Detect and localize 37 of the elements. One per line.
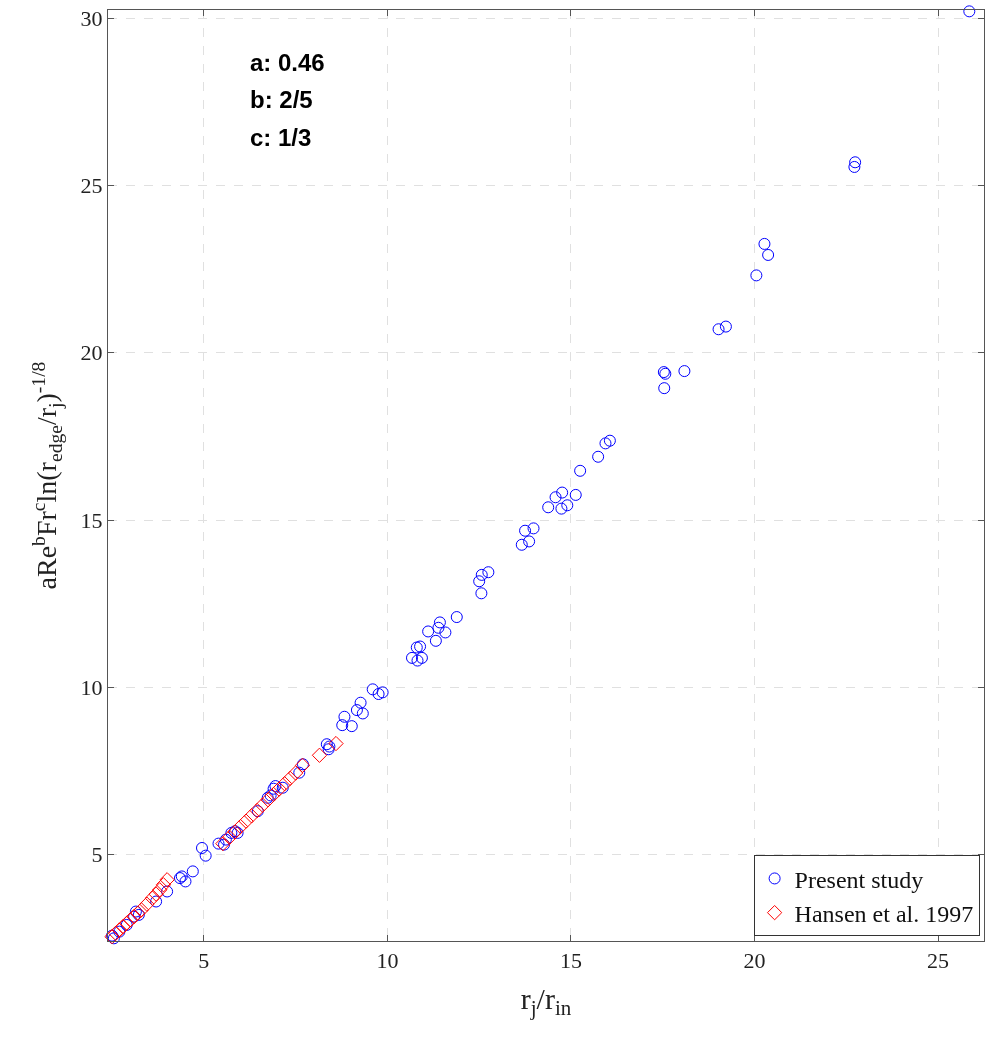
point xyxy=(287,765,304,781)
point xyxy=(238,813,254,829)
y-tick-label: 15 xyxy=(80,507,103,533)
point xyxy=(139,896,155,912)
point xyxy=(254,797,271,813)
x-tick-label: 15 xyxy=(559,948,582,974)
legend-label: Hansen et al. 1997 xyxy=(794,901,974,927)
y-tick-label: 25 xyxy=(80,173,103,199)
point xyxy=(148,886,164,902)
annotation: b: 2/5 xyxy=(250,86,313,113)
annotation: a: 0.46 xyxy=(250,49,325,76)
annotation: c: 1/3 xyxy=(250,124,312,151)
point xyxy=(271,781,287,797)
x-axis-title: r$_{j}$/r$_{in}$ xyxy=(520,981,572,1021)
x-tick-label: 5 xyxy=(198,948,210,974)
point xyxy=(133,902,150,918)
x-tick-label: 20 xyxy=(743,948,766,974)
point xyxy=(282,770,298,787)
point xyxy=(232,818,249,835)
point xyxy=(144,890,161,906)
point xyxy=(221,829,238,845)
point xyxy=(152,882,168,898)
y-tick-label: 5 xyxy=(91,842,103,868)
point xyxy=(328,735,344,752)
point xyxy=(265,786,282,803)
point xyxy=(311,747,328,763)
legend-label: Present study xyxy=(794,866,924,893)
y-tick-label: 30 xyxy=(80,5,103,31)
point xyxy=(159,872,175,888)
point xyxy=(243,808,260,824)
y-tick-label: 10 xyxy=(80,675,103,701)
y-tick-label: 20 xyxy=(80,340,103,366)
point xyxy=(260,792,276,808)
x-tick-label: 25 xyxy=(927,948,950,974)
point xyxy=(155,877,172,893)
point xyxy=(276,776,293,792)
x-tick-label: 10 xyxy=(376,948,399,974)
